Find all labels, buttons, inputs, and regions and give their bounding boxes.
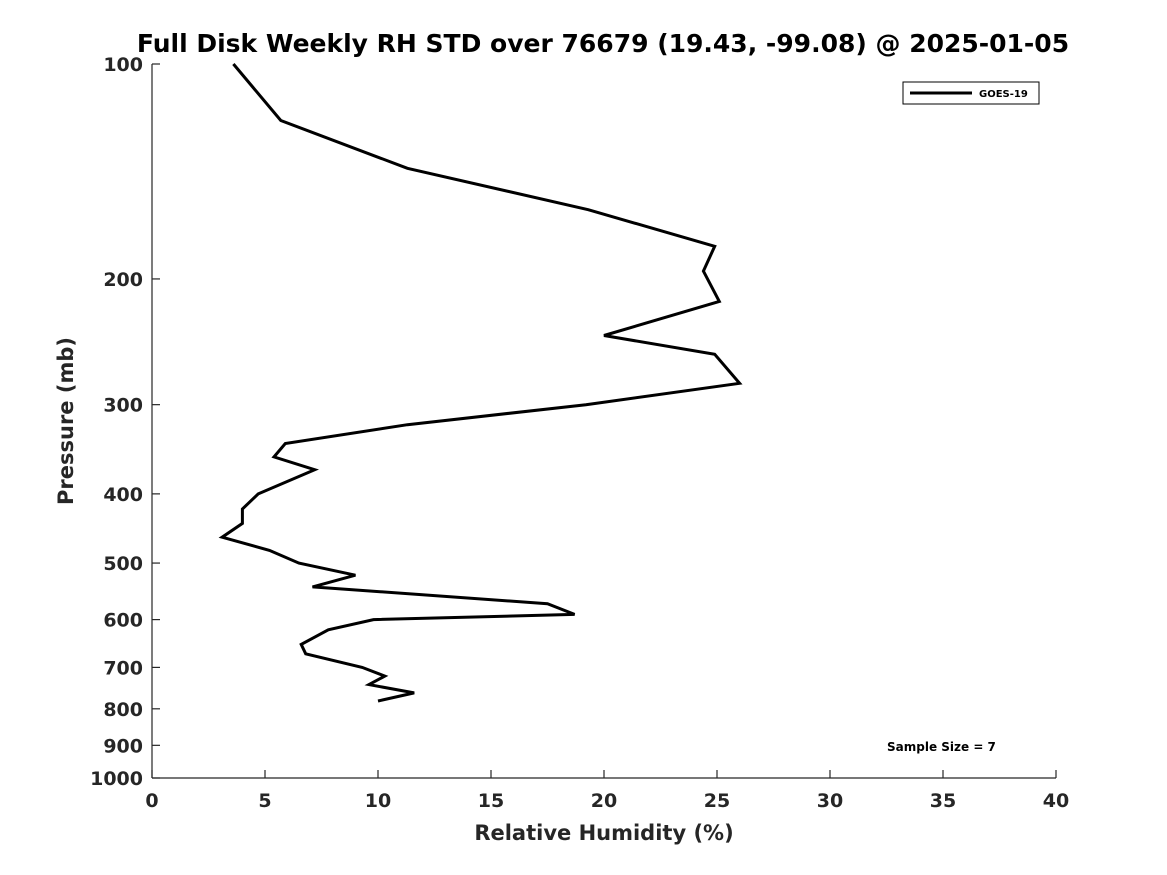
axes	[151, 64, 1056, 779]
x-tick-label: 40	[1043, 790, 1069, 812]
series-line-goes-19	[218, 63, 743, 703]
x-tick-label: 10	[365, 790, 391, 812]
x-tick-label: 5	[258, 790, 271, 812]
series-group	[218, 63, 743, 703]
x-tick-label: 20	[591, 790, 617, 812]
x-tick-label: 15	[478, 790, 504, 812]
x-tick-label: 25	[704, 790, 730, 812]
y-axis-label: Pressure (mb)	[54, 337, 78, 505]
y-tick-label: 600	[103, 610, 143, 632]
x-tick-label: 35	[930, 790, 956, 812]
y-tick-label: 1000	[90, 768, 143, 790]
y-tick-label: 800	[103, 699, 143, 721]
y-ticks: 100 200 300 400 500 600 700 800 900 1000	[90, 54, 160, 790]
x-axis-label: Relative Humidity (%)	[474, 821, 733, 845]
x-tick-label: 0	[145, 790, 158, 812]
x-ticks: 0 5 10 15 20 25 30 35 40	[145, 770, 1069, 812]
y-tick-label: 900	[103, 735, 143, 757]
legend: GOES-19	[902, 81, 1040, 105]
chart-title: Full Disk Weekly RH STD over 76679 (19.4…	[137, 29, 1069, 58]
x-tick-label: 30	[817, 790, 843, 812]
y-tick-label: 700	[103, 657, 143, 679]
sample-size-annotation: Sample Size = 7	[887, 740, 996, 754]
legend-label-goes-19: GOES-19	[979, 89, 1028, 100]
y-tick-label: 100	[103, 54, 143, 76]
y-tick-label: 300	[103, 395, 143, 417]
y-tick-label: 500	[103, 553, 143, 575]
y-tick-label: 200	[103, 269, 143, 291]
y-tick-label: 400	[103, 484, 143, 506]
